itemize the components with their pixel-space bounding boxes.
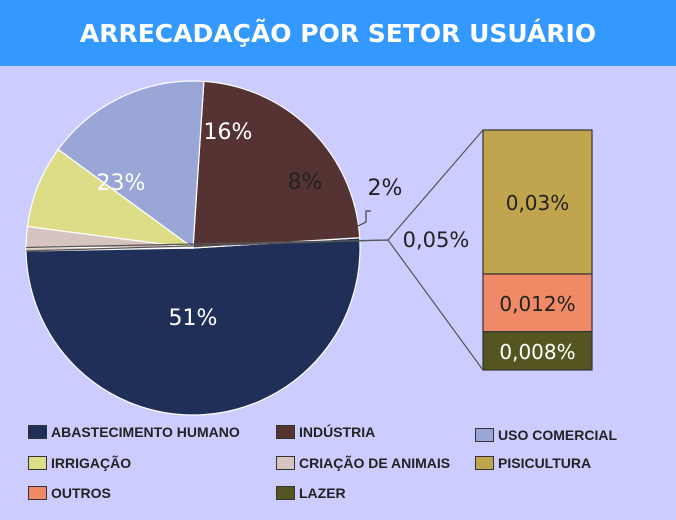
bar-segment-label: 0,03% — [506, 191, 570, 215]
pie-slice-3 — [57, 80, 205, 250]
legend-swatch — [276, 486, 295, 500]
slice-label: 16% — [204, 120, 253, 145]
legend-item: USO COMERCIAL — [475, 427, 617, 443]
slice-label: 51% — [169, 306, 218, 331]
legend-swatch — [28, 425, 47, 439]
slice-label: 23% — [97, 171, 146, 196]
bar-segment-lazer — [482, 331, 593, 371]
breakdown-label: 0,05% — [403, 228, 470, 252]
legend-item: INDÚSTRIA — [276, 424, 375, 440]
legend-label: LAZER — [299, 485, 346, 501]
chart-title: ARRECADAÇÃO POR SETOR USUÁRIO — [79, 18, 597, 48]
legend-label: CRIAÇÃO DE ANIMAIS — [299, 455, 451, 471]
connector-line-bottom — [25, 239, 484, 371]
legend-item: CRIAÇÃO DE ANIMAIS — [276, 455, 450, 471]
legend-item: IRRIGAÇÃO — [28, 455, 131, 471]
bar-segment-label: 0,008% — [499, 340, 575, 364]
pie-slice-2 — [192, 80, 361, 249]
slice-label: 2% — [368, 176, 403, 201]
chart-title-bar: ARRECADAÇÃO POR SETOR USUÁRIO — [0, 0, 676, 66]
legend-label: OUTROS — [51, 485, 111, 501]
legend-item: LAZER — [276, 485, 346, 501]
legend-label: USO COMERCIAL — [498, 427, 617, 443]
slice-label: 8% — [288, 170, 323, 195]
legend-label: PISICULTURA — [498, 455, 592, 471]
legend-swatch — [28, 486, 47, 500]
legend-label: IRRIGAÇÃO — [51, 455, 132, 471]
bar-segment-label: 0,012% — [499, 292, 575, 316]
legend-swatch — [28, 456, 47, 470]
legend-swatch — [276, 425, 295, 439]
bar-segment-pisicultura — [482, 129, 593, 275]
legend-swatch — [475, 428, 494, 442]
legend-label: INDÚSTRIA — [299, 424, 376, 440]
legend-item: PISICULTURA — [475, 455, 591, 471]
leader-line-2pct — [357, 210, 371, 227]
legend-item: ABASTECIMENTO HUMANO — [28, 424, 240, 440]
legend-label: ABASTECIMENTO HUMANO — [51, 424, 240, 440]
legend-item: OUTROS — [28, 485, 111, 501]
legend-swatch — [276, 456, 295, 470]
legend-swatch — [475, 456, 494, 470]
pie-slice-1 — [25, 237, 361, 416]
